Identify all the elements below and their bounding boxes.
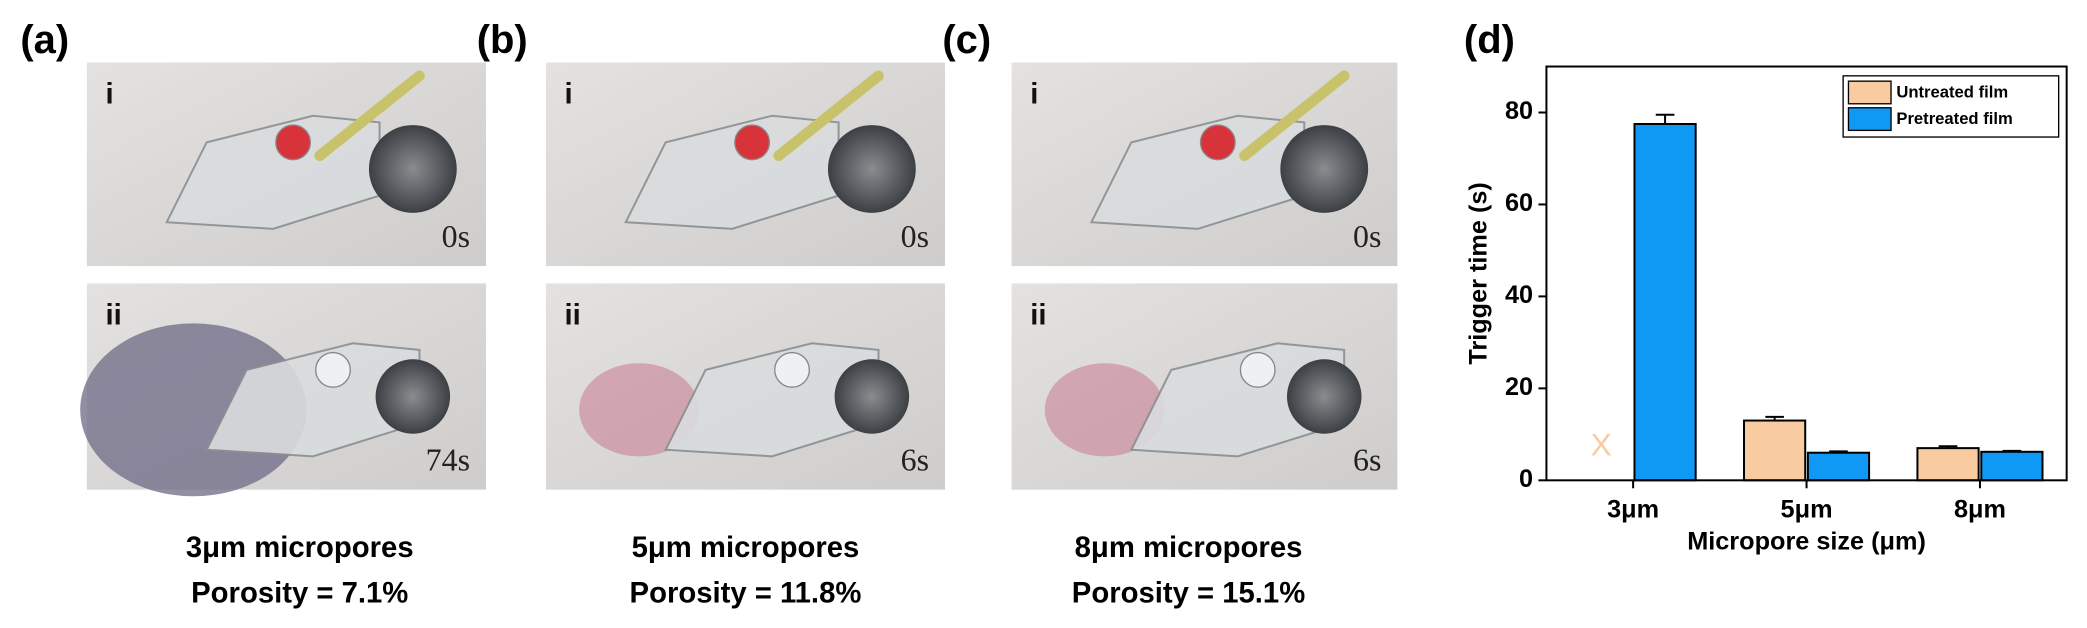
time-label: 0s	[442, 219, 470, 254]
error-bar	[1938, 445, 1958, 449]
photo-label: ii	[565, 299, 581, 331]
stain	[579, 363, 699, 457]
chamber	[315, 351, 351, 388]
legend-label: Pretreated film	[1896, 109, 2012, 128]
coin	[1280, 125, 1369, 213]
pipette	[314, 70, 425, 161]
bar	[1806, 451, 1871, 482]
chamber	[734, 124, 771, 161]
y-tick-label: 20	[1505, 373, 1533, 401]
caption: Porosity = 11.8%	[630, 577, 862, 609]
error-bar	[1765, 415, 1784, 421]
error-bar	[1655, 113, 1675, 124]
pipette	[773, 70, 884, 161]
photo-label: ii	[105, 299, 121, 331]
time-label: 0s	[1353, 219, 1381, 254]
coin	[368, 125, 457, 213]
bar	[1980, 450, 2044, 482]
y-tick-label: 40	[1505, 281, 1533, 309]
stain	[1044, 363, 1165, 457]
caption: Porosity = 15.1%	[1072, 577, 1305, 609]
x-axis-title: Micropore size (μm)	[1687, 528, 1926, 556]
photo-label: i	[1030, 79, 1038, 111]
panel-label: (c)	[942, 18, 991, 62]
time-label: 74s	[426, 442, 470, 477]
photo-label: i	[105, 79, 113, 111]
chamber	[1199, 124, 1236, 161]
bar	[1743, 419, 1807, 482]
chamber	[275, 124, 312, 161]
plot-frame	[1545, 65, 2068, 482]
panel-label: (d)	[1464, 18, 1515, 62]
photo-label: ii	[1030, 299, 1046, 331]
chamber	[774, 351, 810, 388]
coin	[1286, 359, 1362, 434]
caption: 8μm micropores	[1075, 532, 1303, 564]
bar	[1916, 447, 1980, 482]
x-tick-label: 5μm	[1781, 496, 1833, 524]
panel-label: (b)	[477, 18, 528, 62]
coin	[827, 125, 916, 213]
y-tick-label: 0	[1519, 465, 1533, 493]
legend-swatch	[1847, 80, 1892, 105]
chamber	[1239, 351, 1276, 388]
device	[664, 342, 880, 458]
coin	[375, 359, 451, 434]
caption: Porosity = 7.1%	[191, 577, 408, 609]
time-label: 6s	[1353, 442, 1381, 477]
panel-label: (a)	[20, 18, 69, 62]
time-label: 0s	[901, 219, 929, 254]
photo-label: i	[565, 79, 573, 111]
y-axis-title: Trigger time (s)	[1465, 182, 1493, 365]
y-tick-label: 80	[1505, 97, 1533, 125]
legend-label: Untreated film	[1896, 83, 2008, 102]
legend-swatch	[1847, 107, 1892, 132]
error-bar	[2002, 449, 2022, 452]
x-tick-label: 3μm	[1607, 496, 1659, 524]
bar	[1633, 122, 1697, 482]
caption: 3μm micropores	[186, 532, 414, 564]
coin	[834, 359, 910, 434]
error-bar	[1829, 450, 1848, 453]
y-tick-label: 60	[1505, 189, 1533, 217]
missing-marker: X	[1591, 426, 1612, 462]
device	[1129, 342, 1346, 458]
x-tick-label: 8μm	[1954, 496, 2006, 524]
device	[205, 342, 421, 458]
time-label: 6s	[901, 442, 929, 477]
pipette	[1239, 70, 1350, 161]
caption: 5μm micropores	[632, 532, 860, 564]
